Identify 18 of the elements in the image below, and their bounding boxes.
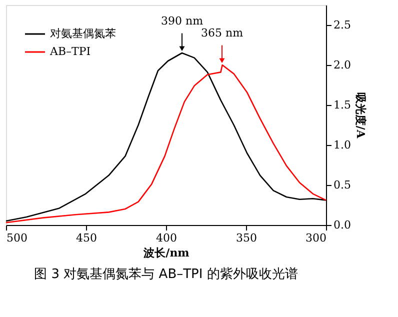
y-axis-title: 吸光度/A	[354, 92, 367, 139]
x-tick-label: 350	[236, 232, 257, 244]
x-tick-label: 500	[6, 232, 28, 244]
annotation: 390 nm	[160, 14, 204, 28]
legend-label: 对氨基偶氮苯	[50, 27, 116, 40]
x-tick-label: 400	[156, 232, 177, 244]
x-axis-title: 波长/nm	[142, 246, 190, 260]
text: 图 3 对氨基偶氮苯与 AB–TPI 的紫外吸收光谱	[34, 267, 298, 282]
y-tick-label: 1.5	[334, 98, 351, 112]
y-tick-label: 0.0	[334, 218, 351, 232]
y-tick-label: 0.5	[334, 178, 351, 192]
y-tick-label: 2.5	[334, 18, 351, 32]
y-tick-label: 2.0	[334, 58, 351, 72]
legend-label: AB–TPI	[49, 45, 91, 58]
y-tick-label: 1.0	[334, 138, 351, 152]
x-tick-label: 450	[76, 232, 97, 244]
annotation: 365 nm	[200, 26, 244, 40]
x-tick-label: 300	[306, 232, 326, 244]
